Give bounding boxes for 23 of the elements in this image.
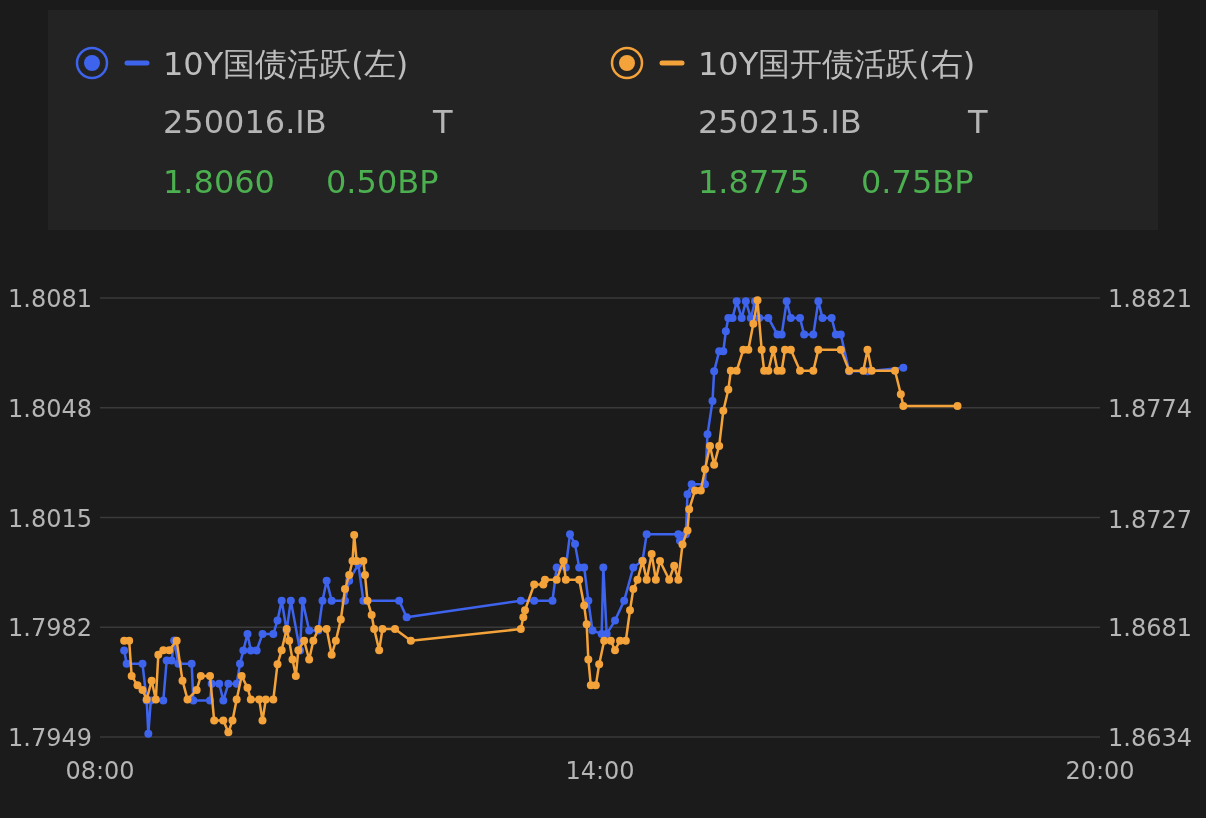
y2-tick-label: 1.8821 [1108, 285, 1192, 313]
y2-tick-label: 1.8727 [1108, 505, 1192, 534]
text: 1.8775 [698, 163, 810, 201]
legend-label: 10Y国开债活跃(右) [698, 45, 976, 83]
x-tick-label: 14:00 [565, 757, 635, 785]
y-tick-label: 1.7949 [8, 724, 92, 752]
y-tick-label: 1.8081 [8, 285, 92, 313]
y-tick-label: 1.7982 [8, 614, 92, 643]
legend-label: 10Y国债活跃(左) [163, 45, 409, 83]
y-tick-label: 1.8015 [8, 504, 92, 533]
text: 1.8060 [163, 163, 275, 201]
text: 250215.IB [698, 103, 862, 141]
text: 0.50BP [326, 163, 439, 201]
text: 0.75BP [861, 163, 974, 201]
y2-tick-label: 1.8681 [1108, 613, 1192, 642]
y-tick-label: 1.8048 [8, 394, 92, 423]
y2-tick-label: 1.8634 [1108, 724, 1192, 752]
text: T [968, 103, 988, 141]
text: 250016.IB [163, 103, 327, 141]
x-tick-label: 20:00 [1065, 757, 1135, 785]
text: T [433, 103, 453, 141]
x-tick-label: 08:00 [65, 757, 135, 785]
y2-tick-label: 1.8774 [1108, 395, 1192, 424]
